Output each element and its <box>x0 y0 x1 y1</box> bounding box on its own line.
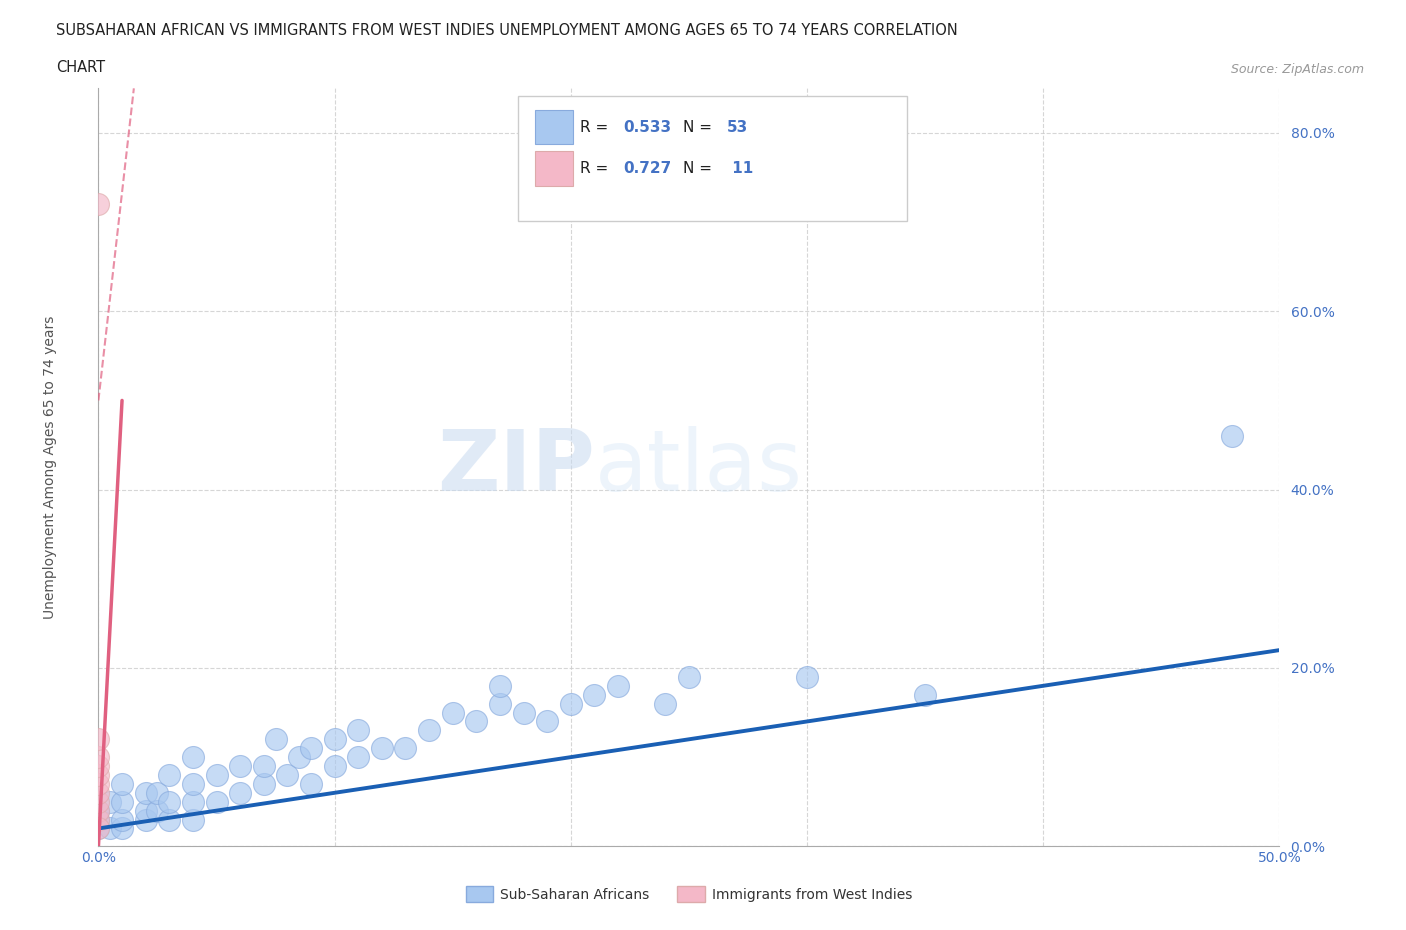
Point <box>205 794 228 809</box>
Text: N =: N = <box>683 161 717 176</box>
Point <box>394 741 416 756</box>
Point <box>87 197 110 212</box>
Point <box>229 785 252 800</box>
Point <box>347 723 370 737</box>
Point <box>288 750 311 764</box>
Y-axis label: Unemployment Among Ages 65 to 74 years: Unemployment Among Ages 65 to 74 years <box>42 315 56 619</box>
Point <box>87 777 110 791</box>
Point <box>157 812 180 827</box>
Point <box>87 767 110 782</box>
Point <box>146 804 169 818</box>
Point <box>276 767 298 782</box>
FancyBboxPatch shape <box>517 96 907 221</box>
Text: 53: 53 <box>727 120 748 135</box>
Point <box>1220 429 1243 444</box>
Point <box>135 812 157 827</box>
Point <box>536 714 558 729</box>
Point <box>465 714 488 729</box>
Text: ZIP: ZIP <box>437 426 595 509</box>
Point <box>87 750 110 764</box>
Point <box>371 741 394 756</box>
Point <box>87 732 110 747</box>
Point <box>111 777 134 791</box>
Point <box>205 767 228 782</box>
FancyBboxPatch shape <box>536 110 574 144</box>
Point <box>181 777 204 791</box>
Point <box>98 821 121 836</box>
Legend: Sub-Saharan Africans, Immigrants from West Indies: Sub-Saharan Africans, Immigrants from We… <box>460 881 918 908</box>
Text: 11: 11 <box>727 161 754 176</box>
Point <box>135 804 157 818</box>
FancyBboxPatch shape <box>536 152 574 186</box>
Point <box>87 804 110 818</box>
Point <box>299 741 322 756</box>
Point <box>678 670 700 684</box>
Point <box>512 705 534 720</box>
Point <box>87 785 110 800</box>
Text: CHART: CHART <box>56 60 105 75</box>
Point <box>146 785 169 800</box>
Point <box>87 804 110 818</box>
Point <box>489 697 512 711</box>
Text: Source: ZipAtlas.com: Source: ZipAtlas.com <box>1230 63 1364 76</box>
Point <box>264 732 287 747</box>
Point <box>157 794 180 809</box>
Point <box>441 705 464 720</box>
Point <box>418 723 440 737</box>
Point <box>111 812 134 827</box>
Text: R =: R = <box>581 120 613 135</box>
Point <box>135 785 157 800</box>
Point <box>323 759 346 774</box>
Point <box>560 697 582 711</box>
Point <box>87 821 110 836</box>
Point <box>87 812 110 827</box>
Point <box>87 759 110 774</box>
Text: 0.533: 0.533 <box>623 120 671 135</box>
Point <box>111 794 134 809</box>
Point <box>98 794 121 809</box>
Point <box>181 750 204 764</box>
Text: 0.727: 0.727 <box>623 161 671 176</box>
Point <box>229 759 252 774</box>
Point <box>253 759 276 774</box>
Point <box>583 687 606 702</box>
Point <box>87 812 110 827</box>
Point <box>87 821 110 836</box>
Point <box>181 794 204 809</box>
Point <box>157 767 180 782</box>
Point <box>111 821 134 836</box>
Text: atlas: atlas <box>595 426 803 509</box>
Point <box>299 777 322 791</box>
Point <box>253 777 276 791</box>
Point <box>489 678 512 693</box>
Point <box>87 794 110 809</box>
Point <box>607 678 630 693</box>
Point <box>181 812 204 827</box>
Point <box>654 697 676 711</box>
Text: R =: R = <box>581 161 613 176</box>
Point <box>347 750 370 764</box>
Point <box>914 687 936 702</box>
Point <box>796 670 818 684</box>
Text: N =: N = <box>683 120 717 135</box>
Text: SUBSAHARAN AFRICAN VS IMMIGRANTS FROM WEST INDIES UNEMPLOYMENT AMONG AGES 65 TO : SUBSAHARAN AFRICAN VS IMMIGRANTS FROM WE… <box>56 23 957 38</box>
Point <box>323 732 346 747</box>
